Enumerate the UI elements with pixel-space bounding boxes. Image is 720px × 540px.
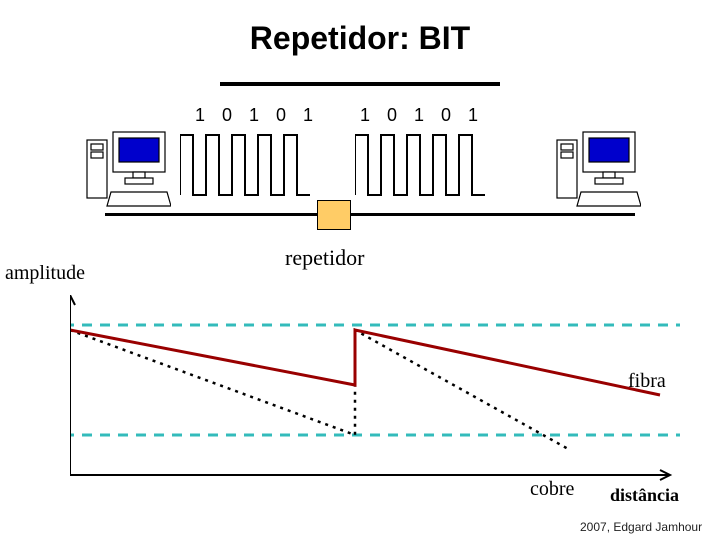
cable-line bbox=[105, 213, 635, 216]
title-underline bbox=[220, 82, 500, 86]
computer-right-icon bbox=[555, 130, 641, 210]
computer-left-icon bbox=[85, 130, 171, 210]
slide-title: Repetidor: BIT bbox=[0, 20, 720, 94]
title-text: Repetidor: BIT bbox=[250, 20, 470, 56]
footer-text: 2007, Edgard Jamhour bbox=[580, 520, 702, 534]
digital-signal-left bbox=[180, 130, 310, 210]
bits-left: 1 0 1 0 1 bbox=[195, 105, 319, 126]
bits-right: 1 0 1 0 1 bbox=[360, 105, 484, 126]
digital-signal-right bbox=[355, 130, 485, 210]
attenuation-chart bbox=[70, 295, 690, 495]
label-amplitude: amplitude bbox=[5, 262, 85, 285]
label-repetidor: repetidor bbox=[285, 245, 364, 271]
repeater-box bbox=[317, 200, 351, 230]
